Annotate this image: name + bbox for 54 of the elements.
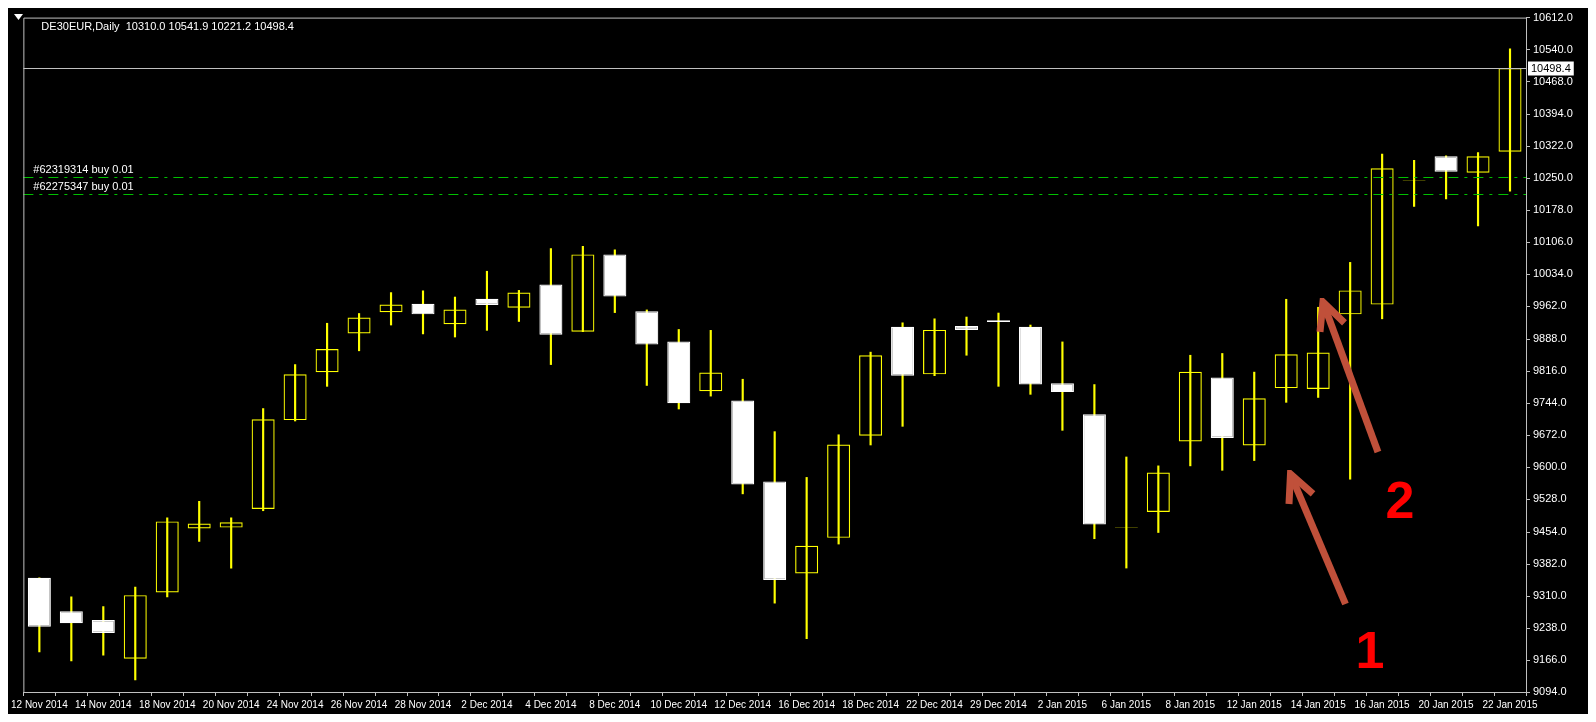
y-tick-label: 9528.0 xyxy=(1533,492,1567,505)
y-tick-label: 10322.0 xyxy=(1533,139,1573,152)
y-tick-label: 10394.0 xyxy=(1533,107,1573,120)
x-tick-label: 8 Jan 2015 xyxy=(1165,698,1216,710)
x-tick-label: 12 Jan 2015 xyxy=(1226,698,1283,710)
ref-line-label: #62275347 buy 0.01 xyxy=(33,180,134,193)
x-tick-label: 6 Jan 2015 xyxy=(1101,698,1152,710)
x-tick-label: 2 Jan 2015 xyxy=(1037,698,1088,710)
x-tick-label: 22 Jan 2015 xyxy=(1482,698,1538,710)
x-tick-label: 20 Nov 2014 xyxy=(202,698,260,710)
x-tick-label: 16 Dec 2014 xyxy=(778,698,836,710)
x-tick-label: 10 Dec 2014 xyxy=(650,698,708,710)
y-tick-label: 9744.0 xyxy=(1533,396,1567,409)
y-tick-label: 9672.0 xyxy=(1533,428,1567,441)
y-tick-label: 10612.0 xyxy=(1533,10,1573,23)
candlestick xyxy=(1050,341,1074,431)
x-tick-label: 29 Dec 2014 xyxy=(970,698,1028,710)
y-tick-label: 9962.0 xyxy=(1533,299,1567,312)
x-tick-label: 24 Nov 2014 xyxy=(266,698,324,710)
x-tick-label: 22 Dec 2014 xyxy=(906,698,964,710)
x-tick-label: 16 Jan 2015 xyxy=(1354,698,1411,710)
x-tick-label: 12 Dec 2014 xyxy=(714,698,772,710)
y-tick-label: 10034.0 xyxy=(1533,267,1573,280)
x-tick-label: 14 Jan 2015 xyxy=(1290,698,1347,710)
y-tick-label: 9816.0 xyxy=(1533,364,1567,377)
x-tick-label: 18 Nov 2014 xyxy=(138,698,197,710)
y-tick-label: 9094.0 xyxy=(1533,685,1567,698)
x-tick-label: 26 Nov 2014 xyxy=(330,698,388,710)
y-tick-label: 9600.0 xyxy=(1533,460,1567,473)
x-tick-label: 28 Nov 2014 xyxy=(394,698,452,710)
ref-line-label: 10498.4 xyxy=(1531,61,1571,74)
candlestick xyxy=(955,316,979,356)
y-tick-label: 10540.0 xyxy=(1533,42,1573,55)
annotation: 1 xyxy=(1354,620,1386,680)
x-tick-label: 4 Dec 2014 xyxy=(525,698,577,710)
x-tick-label: 12 Nov 2014 xyxy=(11,698,69,710)
ref-line-label: #62319314 buy 0.01 xyxy=(33,163,134,176)
y-tick-label: 9166.0 xyxy=(1533,653,1567,666)
y-tick-label: 9238.0 xyxy=(1533,621,1567,634)
x-tick-label: 2 Dec 2014 xyxy=(461,698,513,710)
chart-title: DE30EUR,Daily 10310.0 10541.9 10221.2 10498.4 xyxy=(41,20,294,33)
y-tick-label: 9454.0 xyxy=(1533,525,1567,538)
y-tick-label: 9310.0 xyxy=(1533,589,1567,602)
annotation: 2 xyxy=(1384,470,1416,530)
y-tick-label: 10178.0 xyxy=(1533,203,1573,216)
y-tick-label: 9382.0 xyxy=(1533,557,1567,570)
y-tick-label: 10250.0 xyxy=(1533,171,1573,184)
x-tick-label: 20 Jan 2015 xyxy=(1418,698,1475,710)
x-tick-label: 8 Dec 2014 xyxy=(589,698,641,710)
y-tick-label: 9888.0 xyxy=(1533,332,1567,345)
x-tick-label: 14 Nov 2014 xyxy=(74,698,133,710)
y-tick-label: 10468.0 xyxy=(1533,74,1573,87)
y-tick-label: 10106.0 xyxy=(1533,235,1573,248)
x-tick-label: 18 Dec 2014 xyxy=(842,698,900,710)
